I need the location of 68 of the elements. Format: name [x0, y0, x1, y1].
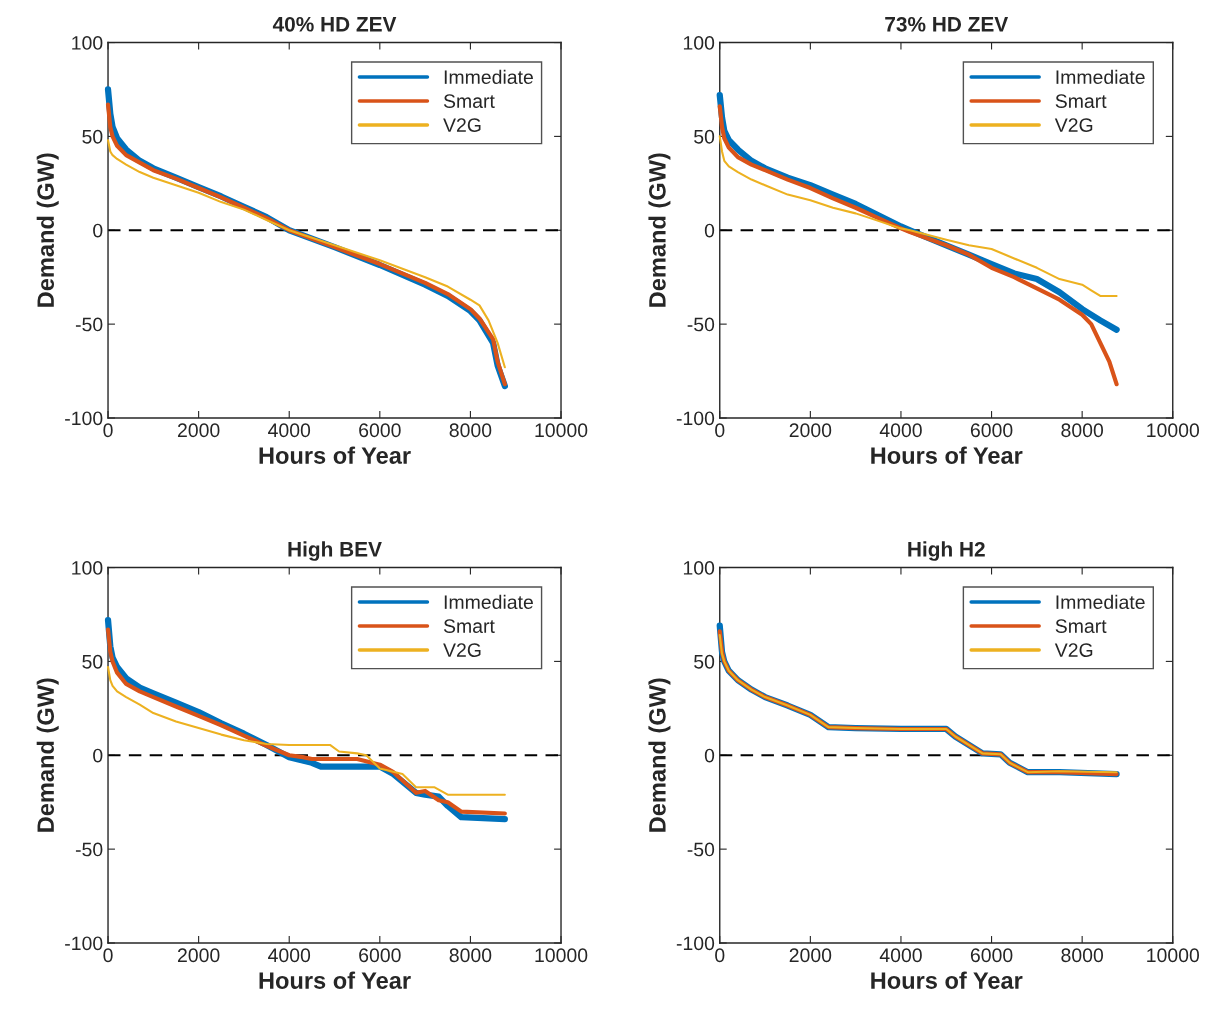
x-tick-label: 0	[103, 423, 113, 438]
x-tick-label: 10000	[1147, 423, 1200, 438]
x-axis-title: Hours of Year	[259, 971, 411, 989]
legend-label: Smart	[1055, 619, 1107, 634]
legend-label: V2G	[1054, 643, 1093, 657]
x-axis-title: Hours of Year	[871, 446, 1023, 464]
y-tick-label: -50	[75, 842, 103, 857]
x-tick-label: 6000	[970, 948, 1013, 963]
x-tick-label: 8000	[1061, 948, 1104, 963]
x-tick-label: 8000	[449, 423, 492, 438]
x-tick-label: 10000	[535, 423, 588, 438]
legend-label: Immediate	[1056, 594, 1145, 610]
y-axis-title: Demand (GW)	[36, 678, 59, 832]
x-tick-label: 6000	[970, 423, 1013, 438]
x-tick-label: 0	[103, 948, 113, 963]
y-tick-label: -100	[65, 936, 103, 951]
x-tick-label: 10000	[1147, 948, 1200, 963]
y-tick-label: 0	[93, 748, 103, 763]
x-tick-label: 4000	[879, 423, 922, 438]
y-tick-label: 50	[694, 129, 715, 144]
chart-title: High BEV	[288, 541, 382, 561]
y-tick-label: 100	[72, 36, 103, 50]
y-axis-title: Demand (GW)	[36, 153, 59, 307]
legend-label: Smart	[443, 94, 495, 108]
x-axis-title: Hours of Year	[871, 971, 1023, 989]
y-tick-label: -50	[687, 842, 715, 857]
x-tick-label: 4000	[268, 423, 311, 438]
legend-label: Immediate	[444, 594, 533, 610]
legend-label: V2G	[443, 118, 481, 132]
y-tick-label: -50	[687, 317, 715, 332]
y-tick-label: 100	[72, 561, 103, 575]
chart-title: 73% HD ZEV	[885, 16, 1009, 32]
x-tick-label: 6000	[359, 423, 401, 438]
y-tick-label: -50	[75, 317, 103, 332]
y-axis-title: Demand (GW)	[648, 153, 671, 307]
x-tick-label: 4000	[879, 948, 922, 963]
chart-title: 40% HD ZEV	[272, 16, 397, 32]
x-tick-label: 10000	[535, 948, 588, 963]
y-tick-label: -100	[65, 411, 103, 426]
x-tick-label: 2000	[177, 423, 220, 438]
x-tick-label: 2000	[789, 423, 832, 438]
x-tick-label: 8000	[1061, 423, 1104, 438]
y-tick-label: 50	[82, 129, 103, 144]
y-tick-label: 0	[93, 223, 103, 238]
x-tick-label: 4000	[268, 948, 311, 963]
legend-label: Immediate	[444, 69, 533, 85]
legend-label: Smart	[1055, 94, 1107, 108]
y-tick-label: 0	[704, 223, 715, 238]
x-tick-label: 8000	[449, 948, 492, 963]
y-tick-label: -100	[676, 411, 715, 426]
y-tick-label: 100	[683, 36, 715, 50]
x-tick-label: 0	[715, 948, 725, 963]
chart-title: High H2	[908, 541, 985, 561]
y-tick-label: 50	[694, 654, 715, 669]
y-tick-label: 50	[82, 654, 103, 669]
x-tick-label: 2000	[789, 948, 832, 963]
y-tick-label: 100	[683, 561, 715, 575]
x-axis-title: Hours of Year	[259, 446, 411, 464]
y-tick-label: 0	[704, 748, 715, 763]
x-tick-label: 0	[715, 423, 725, 438]
y-tick-label: -100	[676, 936, 715, 951]
y-axis-title: Demand (GW)	[648, 678, 671, 832]
legend-label: Immediate	[1056, 69, 1145, 85]
x-tick-label: 6000	[359, 948, 401, 963]
x-tick-label: 2000	[177, 948, 220, 963]
legend-label: V2G	[443, 643, 481, 657]
legend-label: Smart	[443, 619, 495, 634]
legend-label: V2G	[1054, 118, 1093, 132]
